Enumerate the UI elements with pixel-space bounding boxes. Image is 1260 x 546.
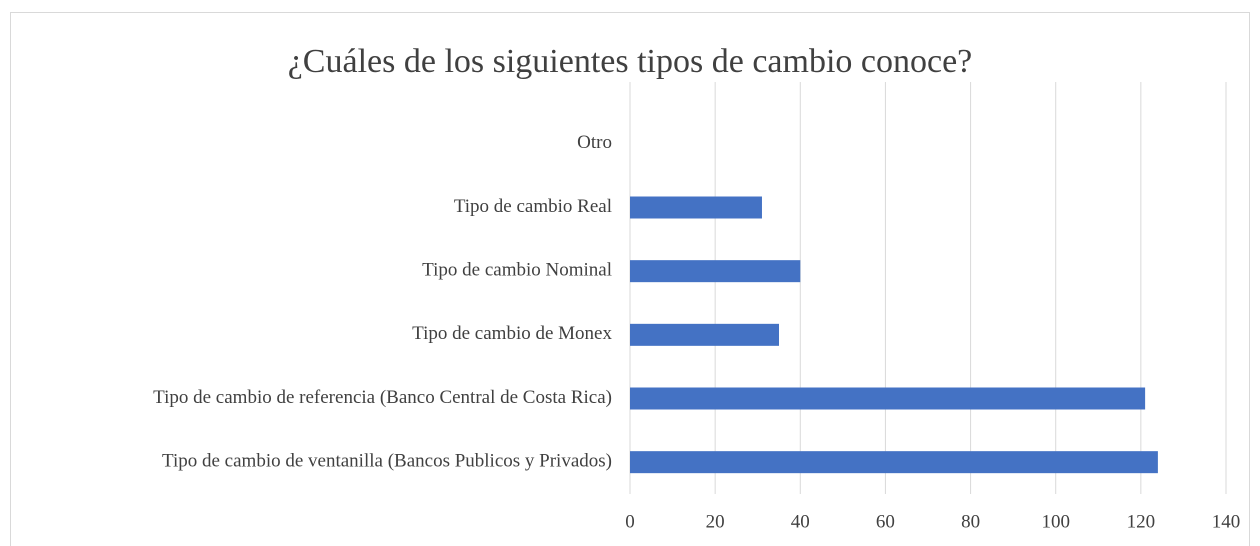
y-tick-label: Tipo de cambio Real [454,196,612,217]
bar [630,451,1158,474]
bar [630,323,779,346]
x-tick-label: 120 [1127,511,1156,532]
x-tick-label: 20 [706,511,725,532]
y-tick-label: Tipo de cambio de Monex [412,323,612,344]
chart-title: ¿Cuáles de los siguientes tipos de cambi… [288,43,973,80]
y-tick-label: Otro [577,132,612,153]
bar [630,196,762,219]
y-tick-label: Tipo de cambio de referencia (Banco Cent… [153,387,612,408]
x-tick-label: 140 [1212,511,1241,532]
x-tick-label: 60 [876,511,895,532]
y-tick-label: Tipo de cambio Nominal [422,260,612,281]
bar [630,260,801,283]
x-tick-label: 100 [1041,511,1070,532]
y-tick-label: Tipo de cambio de ventanilla (Bancos Pub… [162,451,612,472]
x-tick-label: 0 [625,511,635,532]
bar [630,387,1146,410]
x-tick-label: 80 [961,511,980,532]
x-tick-label: 40 [791,511,810,532]
